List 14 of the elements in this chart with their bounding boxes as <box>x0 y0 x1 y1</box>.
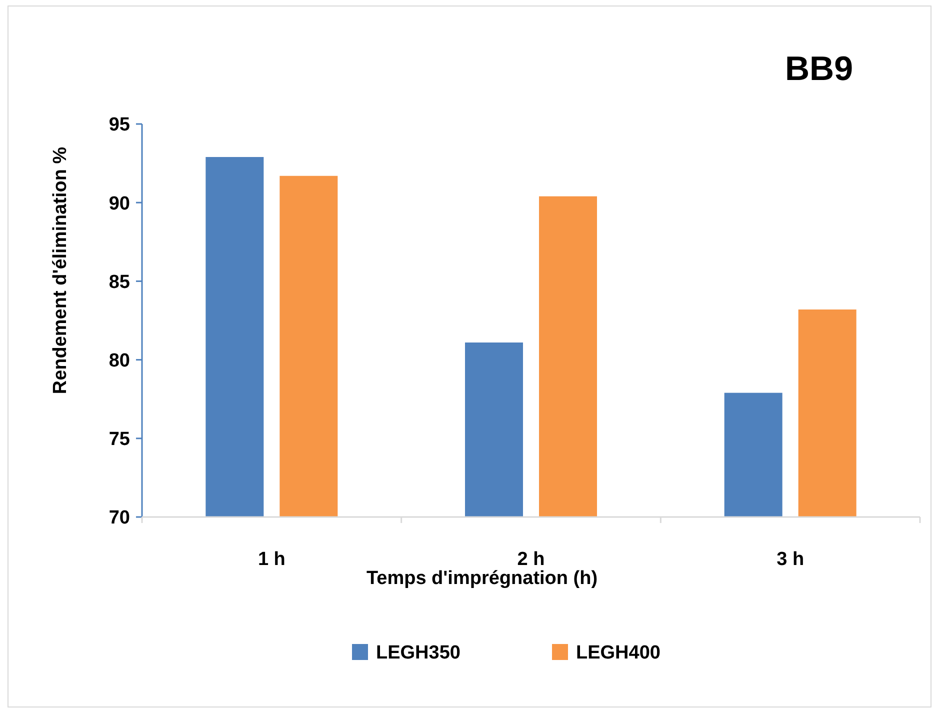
legend-label: LEGH400 <box>576 642 660 664</box>
legend-label: LEGH350 <box>376 642 460 664</box>
chart-title: BB9 <box>784 50 854 88</box>
y-tick-label: 95 <box>108 114 130 136</box>
x-tick-label: 2 h <box>517 549 545 570</box>
y-axis-title: Rendement d'élimination % <box>50 146 71 394</box>
y-tick-label: 90 <box>108 193 130 214</box>
y-tick-label: 85 <box>108 272 130 293</box>
y-tick-label: 70 <box>108 508 130 529</box>
x-tick-label: 1 h <box>258 549 286 570</box>
y-tick-label: 80 <box>108 350 130 372</box>
x-tick-label: 3 h <box>776 549 804 570</box>
y-tick-label: 75 <box>108 429 130 450</box>
x-axis-title: Temps d'imprégnation (h) <box>366 568 598 589</box>
